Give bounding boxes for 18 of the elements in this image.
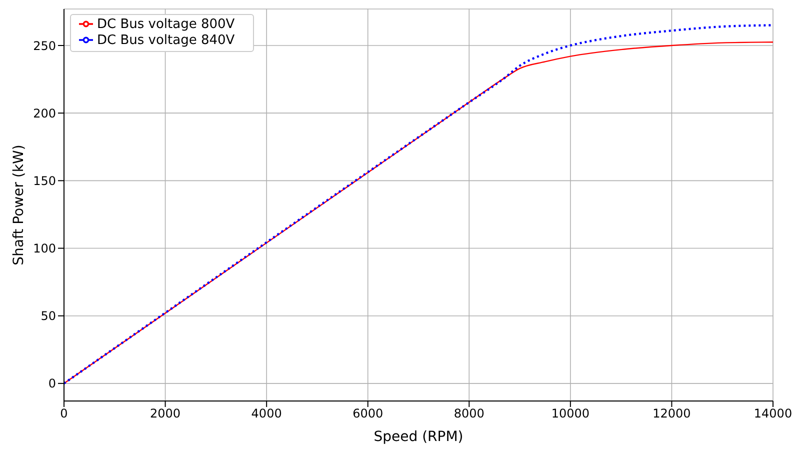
x-tick-label: 10000 (551, 406, 590, 421)
x-tick-label: 2000 (150, 406, 181, 421)
y-tick-label: 0 (48, 376, 56, 391)
x-tick-label: 0 (60, 406, 68, 421)
y-tick-label: 50 (40, 309, 56, 324)
legend-label: DC Bus voltage 840V (97, 33, 235, 48)
y-tick-label: 150 (33, 174, 56, 188)
x-tick-label: 8000 (454, 406, 484, 421)
legend-label: DC Bus voltage 800V (97, 17, 235, 32)
x-tick-label: 12000 (652, 406, 691, 421)
x-tick-label: 4000 (251, 406, 282, 421)
y-tick-label: 200 (33, 106, 56, 120)
y-axis-title: Shaft Power (kW) (10, 144, 27, 266)
x-tick-label: 14000 (754, 406, 792, 421)
x-tick-label: 6000 (352, 406, 384, 421)
y-tick-label: 100 (33, 242, 56, 256)
x-axis-title: Speed (RPM) (374, 429, 464, 445)
y-tick-label: 250 (33, 38, 56, 53)
